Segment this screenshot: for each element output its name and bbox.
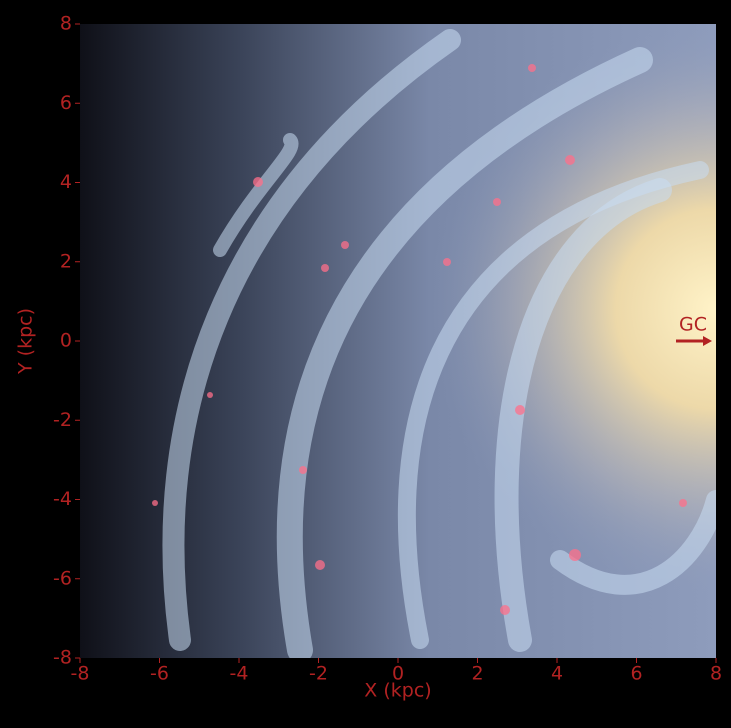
y-tick-label: -6: [53, 567, 72, 589]
y-tick-label: -4: [53, 488, 72, 510]
x-tick-label: 2: [471, 663, 483, 685]
y-tick-label: 0: [60, 330, 72, 352]
annotation: GC: [679, 314, 707, 336]
y-tick-label: 4: [60, 171, 72, 193]
y-tick-label: 2: [60, 250, 72, 272]
x-tick-label: -4: [230, 663, 249, 685]
x-tick-label: 4: [551, 663, 563, 685]
galaxy-image: [80, 24, 716, 658]
x-tick-label: 8: [710, 663, 722, 685]
x-tick-label: -8: [71, 663, 90, 685]
x-tick-label: 0: [392, 663, 404, 685]
x-tick-label: 6: [630, 663, 642, 685]
y-tick-label: 8: [60, 13, 72, 35]
y-axis-label: Y (kpc): [15, 308, 37, 375]
y-tick-label: -2: [53, 409, 72, 431]
y-tick-label: -8: [53, 647, 72, 669]
x-tick-label: -2: [309, 663, 328, 685]
x-tick-label: -6: [150, 663, 169, 685]
y-tick-label: 6: [60, 92, 72, 114]
chart: X (kpc) Y (kpc) -8-6-4-202468-8-6-4-2024…: [0, 0, 731, 728]
